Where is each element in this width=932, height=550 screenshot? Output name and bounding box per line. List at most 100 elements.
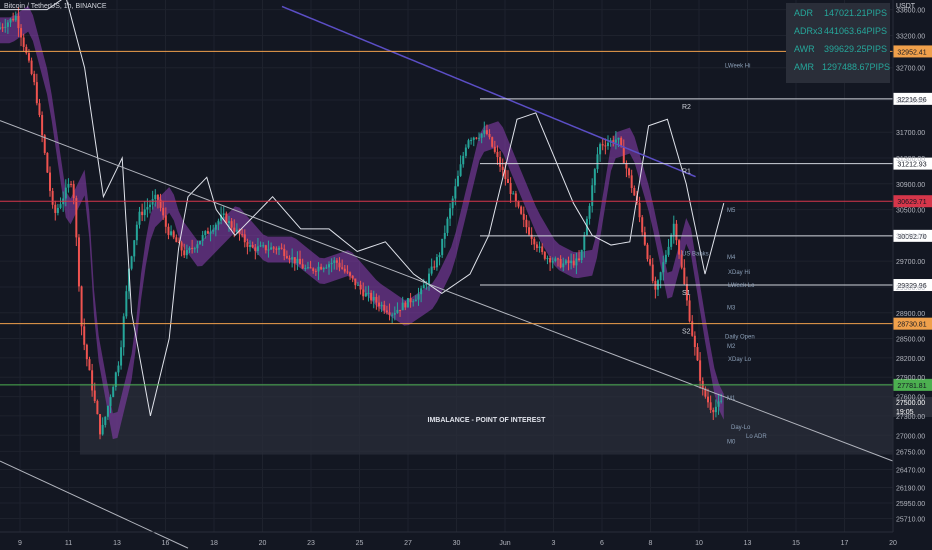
level-price-tag: [893, 279, 932, 292]
candle-body: [1, 27, 4, 29]
candle-body: [272, 247, 275, 249]
candle-body: [470, 139, 473, 141]
candle-body: [217, 220, 220, 225]
candle-body: [720, 400, 723, 402]
candle-body: [280, 247, 283, 249]
candle-body: [254, 247, 257, 252]
candle-body: [233, 227, 236, 232]
x-tick-label: 18: [210, 540, 218, 547]
candle-body: [33, 73, 36, 83]
candle-body: [559, 258, 562, 268]
candle-body: [367, 292, 370, 294]
x-tick-label: 20: [889, 540, 897, 547]
candle-body: [167, 226, 170, 235]
y-tick-label: 25950.00: [896, 501, 925, 508]
y-tick-label: 33600.00: [896, 8, 925, 15]
candle-body: [709, 402, 712, 410]
y-tick-label: 32700.00: [896, 66, 925, 73]
candle-body: [462, 155, 465, 165]
candle-body: [267, 249, 270, 251]
candle-body: [556, 258, 559, 260]
stat-value: 1297488.67PIPS: [821, 62, 890, 72]
price-axis[interactable]: USDT 25710.00 25950.00 26190.00 26470.00 2675…: [892, 0, 925, 532]
x-tick-label: 13: [113, 540, 121, 547]
candle-body: [209, 231, 212, 234]
candle-body: [362, 289, 365, 297]
candle-body: [333, 260, 336, 263]
time-axis[interactable]: 9 11 13 16 18 20 23 25 27 30 Jun 3 6 8 10 13 15 17 20: [0, 531, 897, 547]
candle-body: [464, 147, 467, 156]
candle-body: [443, 232, 446, 239]
candle-body: [83, 326, 86, 345]
candle-body: [554, 258, 557, 262]
candle-body: [599, 144, 602, 155]
candle-body: [364, 293, 367, 297]
annotation-label: Lo ADR: [746, 434, 767, 440]
candle-body: [130, 256, 133, 269]
candle-body: [372, 296, 375, 301]
candle-body: [220, 214, 223, 221]
moving-average-line: [0, 0, 725, 417]
level-name: R2: [682, 104, 691, 111]
candle-body: [491, 137, 494, 147]
stat-row: AMR 1297488.67PIPS: [786, 59, 890, 75]
candle-body: [596, 154, 599, 170]
candle-body: [667, 246, 670, 255]
candle-body: [312, 268, 315, 271]
candle-body: [433, 266, 436, 268]
y-tick-label: 27000.00: [896, 433, 925, 440]
candle-body: [564, 260, 567, 264]
y-tick-label: 30100.00: [896, 233, 925, 240]
candle-body: [572, 260, 575, 266]
candle-body: [533, 238, 536, 245]
candle-body: [614, 139, 617, 143]
y-tick-label: 26470.00: [896, 467, 925, 474]
annotation-label: LWeek Lo: [728, 283, 755, 289]
stat-label: AWR: [794, 44, 815, 54]
last-price-value: 27500.00: [896, 400, 925, 407]
candle-body: [6, 22, 9, 27]
candle-body: [591, 185, 594, 206]
candle-body: [393, 312, 396, 315]
candle-body: [693, 335, 696, 348]
candle-body: [520, 206, 523, 214]
candle-body: [499, 157, 502, 167]
candle-body: [154, 194, 157, 200]
stat-label: ADR: [794, 8, 814, 18]
candle-body: [193, 248, 196, 250]
candle-body: [472, 137, 475, 140]
candle-body: [46, 152, 49, 173]
candle-body: [659, 272, 662, 281]
stat-row: AWR 399629.25PIPS: [786, 41, 890, 57]
candle-body: [401, 302, 404, 311]
candle-body: [96, 401, 99, 415]
candle-body: [475, 137, 478, 139]
candle-body: [675, 223, 678, 241]
candle-body: [575, 258, 578, 266]
candle-body: [712, 409, 715, 413]
candle-body: [391, 314, 394, 316]
candle-body: [325, 267, 328, 269]
candle-body: [346, 271, 349, 273]
candle-body: [696, 347, 699, 361]
candle-body: [349, 272, 352, 276]
level-price-tag: [893, 157, 932, 170]
y-tick-label: 27600.00: [896, 395, 925, 402]
candle-body: [196, 244, 199, 249]
candle-body: [204, 231, 207, 236]
candle-body: [288, 258, 291, 260]
candle-body: [543, 252, 546, 259]
candle-body: [406, 298, 409, 308]
candle-body: [643, 232, 646, 245]
candle-body: [246, 242, 249, 247]
candle-body: [633, 187, 636, 196]
candle-body: [212, 229, 215, 232]
stat-value: 147021.21PIPS: [824, 8, 888, 18]
stat-value: 441063.64PIPS: [824, 26, 888, 36]
x-tick-label: 27: [404, 540, 412, 547]
candle-body: [38, 103, 41, 116]
candle-body: [356, 284, 359, 286]
candle-body: [164, 215, 167, 227]
y-tick-label: 26750.00: [896, 449, 925, 456]
